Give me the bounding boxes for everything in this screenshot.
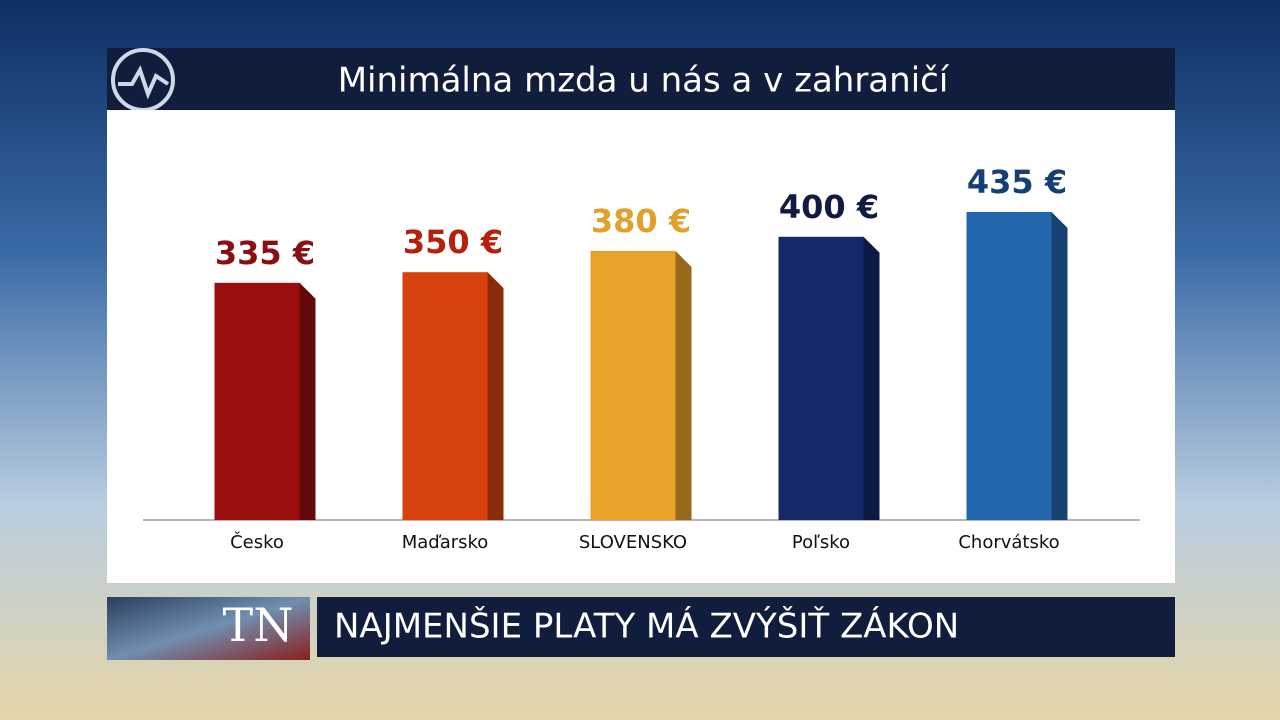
value-label: 335 € — [215, 234, 315, 272]
title-bar — [107, 48, 1175, 110]
chart-title: Minimálna mzda u nás a v zahraničí — [338, 61, 950, 101]
category-label: Česko — [230, 531, 284, 553]
bar-side-shade — [299, 282, 316, 520]
bar — [590, 250, 676, 520]
bar-side-shade — [675, 250, 692, 520]
bar — [214, 282, 300, 520]
bar — [966, 212, 1052, 520]
bar-side-shade — [863, 236, 880, 520]
bar-side — [863, 236, 880, 520]
channel-logo-wave — [118, 65, 170, 100]
bar-side — [299, 282, 316, 520]
value-label: 400 € — [779, 188, 879, 226]
logo-text: TN — [223, 598, 294, 652]
bar-side — [487, 272, 504, 520]
category-label: Poľsko — [792, 532, 850, 553]
bar-side-shade — [487, 272, 504, 520]
value-label: 435 € — [967, 163, 1067, 201]
bar — [778, 236, 864, 520]
value-label: 380 € — [591, 202, 691, 240]
logo-box — [107, 597, 310, 660]
value-label: 350 € — [403, 223, 503, 261]
category-label: Chorvátsko — [958, 532, 1059, 553]
category-label: Maďarsko — [402, 532, 489, 553]
headline: NAJMENŠIE PLATY MÁ ZVÝŠIŤ ZÁKON — [334, 606, 959, 647]
bar-side-shade — [1051, 212, 1068, 520]
bar-side — [675, 250, 692, 520]
bars: 335 € Česko 350 € Maďarsko 380 € SLOVENSKO 400… — [214, 163, 1068, 553]
bar — [402, 272, 488, 520]
category-label: SLOVENSKO — [579, 532, 687, 553]
headline-box — [317, 597, 1175, 657]
bar-side — [1051, 212, 1068, 520]
